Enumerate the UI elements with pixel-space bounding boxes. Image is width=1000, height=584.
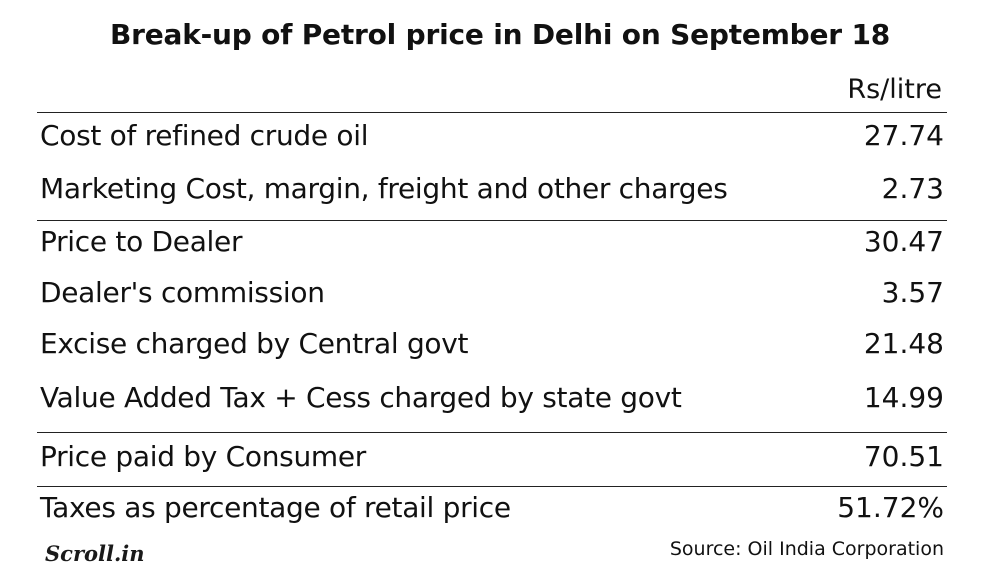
- table-row: Cost of refined crude oil 27.74: [40, 119, 944, 159]
- table-row: Price paid by Consumer 70.51: [40, 440, 944, 480]
- row-value: 3.57: [881, 276, 944, 309]
- row-value: 51.72%: [837, 491, 944, 524]
- table-row: Taxes as percentage of retail price 51.7…: [40, 491, 944, 531]
- row-label: Value Added Tax + Cess charged by state …: [40, 381, 682, 414]
- scroll-logo: Scroll.in: [45, 541, 145, 566]
- divider: [37, 486, 947, 487]
- row-value: 14.99: [863, 381, 944, 414]
- table-row: Marketing Cost, margin, freight and othe…: [40, 172, 944, 212]
- divider: [37, 112, 947, 113]
- row-label: Excise charged by Central govt: [40, 327, 469, 360]
- unit-label: Rs/litre: [847, 74, 942, 105]
- table-row: Value Added Tax + Cess charged by state …: [40, 381, 944, 421]
- row-value: 70.51: [863, 440, 944, 473]
- row-label: Dealer's commission: [40, 276, 325, 309]
- row-label: Price to Dealer: [40, 225, 243, 258]
- table-row: Price to Dealer 30.47: [40, 225, 944, 265]
- table-row: Dealer's commission 3.57: [40, 276, 944, 316]
- row-value: 30.47: [863, 225, 944, 258]
- divider: [37, 220, 947, 221]
- table-row: Excise charged by Central govt 21.48: [40, 327, 944, 367]
- row-label: Taxes as percentage of retail price: [40, 491, 511, 524]
- row-label: Price paid by Consumer: [40, 440, 367, 473]
- row-label: Marketing Cost, margin, freight and othe…: [40, 172, 728, 205]
- chart-title: Break-up of Petrol price in Delhi on Sep…: [109, 18, 891, 51]
- divider: [37, 432, 947, 433]
- row-value: 2.73: [881, 172, 944, 205]
- source-note: Source: Oil India Corporation: [669, 538, 944, 560]
- row-value: 21.48: [863, 327, 944, 360]
- row-value: 27.74: [863, 119, 944, 152]
- row-label: Cost of refined crude oil: [40, 119, 369, 152]
